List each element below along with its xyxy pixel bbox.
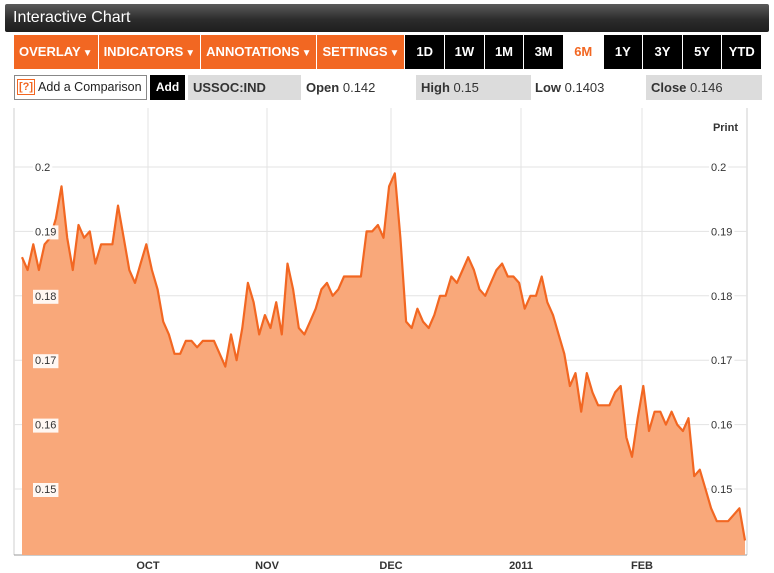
range-button-1d[interactable]: 1D xyxy=(405,35,446,69)
quote-bar: [?] Add a Comparison Add USSOC:IND Open 0… xyxy=(14,75,762,100)
open-value: 0.142 xyxy=(342,80,376,95)
x-tick-label: FEB xyxy=(631,560,653,572)
window-title: Interactive Chart xyxy=(5,4,769,32)
chevron-down-icon: ▼ xyxy=(185,48,196,59)
close-value: 0.146 xyxy=(690,80,723,95)
y-tick-label-bg xyxy=(709,225,735,240)
high-value: 0.15 xyxy=(453,80,479,95)
indicators-menu-button[interactable]: INDICATORS ▼ xyxy=(98,35,202,69)
y-tick-label-left: 0.15 xyxy=(35,484,56,496)
price-area xyxy=(22,173,745,555)
open-value-cell: Open 0.142 xyxy=(306,75,416,100)
comparison-input[interactable]: [?] Add a Comparison xyxy=(14,75,147,100)
high-label: High xyxy=(421,80,450,95)
y-tick-label-right: 0.17 xyxy=(711,355,732,367)
y-tick-label-right: 0.18 xyxy=(711,291,732,303)
open-label: Open xyxy=(306,80,340,95)
high-value-cell: High 0.15 xyxy=(416,75,531,100)
print-button[interactable]: Print xyxy=(713,122,738,134)
settings-menu-button[interactable]: SETTINGS ▼ xyxy=(317,35,406,69)
close-value-cell: Close 0.146 xyxy=(646,75,762,100)
overlay-menu-label: OVERLAY xyxy=(19,44,81,59)
x-tick-label: DEC xyxy=(379,560,402,572)
low-label: Low xyxy=(535,80,561,95)
y-tick-label-bg xyxy=(709,289,735,304)
y-tick-label-bg xyxy=(709,483,735,497)
price-chart[interactable]: 0.15 0.15 0.16 0.16 0.17 0.17 0.18 0.18 0.19 0.19… xyxy=(0,100,774,573)
range-button-1w[interactable]: 1W xyxy=(445,35,485,69)
low-value: 0.1403 xyxy=(564,80,605,95)
range-button-1y[interactable]: 1Y xyxy=(603,35,644,69)
y-tick-label-bg xyxy=(709,354,735,369)
y-tick-label-bg xyxy=(33,225,59,240)
y-tick-label-left: 0.17 xyxy=(35,355,56,367)
y-tick-label-right: 0.2 xyxy=(711,162,726,174)
close-label: Close xyxy=(651,80,687,95)
chevron-down-icon: ▼ xyxy=(389,48,400,59)
comparison-placeholder: Add a Comparison xyxy=(38,80,142,94)
chevron-down-icon: ▼ xyxy=(301,48,312,59)
y-tick-label-right: 0.16 xyxy=(711,420,732,432)
y-axis-ticks: 0.15 0.15 0.16 0.16 0.17 0.17 0.18 0.18 0.19 0.19… xyxy=(33,161,735,497)
overlay-menu-button[interactable]: OVERLAY ▼ xyxy=(14,35,99,69)
y-tick-label-left: 0.19 xyxy=(35,226,56,238)
x-tick-label: 2011 xyxy=(509,560,533,572)
symbol-label: USSOC:IND xyxy=(188,75,301,100)
y-tick-label-right: 0.19 xyxy=(711,226,732,238)
help-icon[interactable]: [?] xyxy=(17,79,36,95)
chart-area: 0.15 0.15 0.16 0.16 0.17 0.17 0.18 0.18 0.19 0.19… xyxy=(0,100,774,573)
range-button-5y[interactable]: 5Y xyxy=(682,35,723,69)
settings-menu-label: SETTINGS xyxy=(322,44,388,59)
low-value-cell: Low 0.1403 xyxy=(535,75,645,100)
y-tick-label-bg xyxy=(709,418,735,433)
y-tick-label-bg xyxy=(709,161,729,175)
x-axis-ticks: OCT NOV DEC 2011 FEB xyxy=(136,560,653,572)
x-tick-label: NOV xyxy=(255,560,280,572)
add-comparison-button[interactable]: Add xyxy=(150,75,185,100)
y-tick-label-right: 0.15 xyxy=(711,484,732,496)
range-button-ytd[interactable]: YTD xyxy=(722,35,763,69)
range-button-6m[interactable]: 6M xyxy=(563,35,604,69)
y-tick-label-bg xyxy=(33,289,59,304)
y-tick-label-bg xyxy=(33,483,59,497)
y-tick-label-bg xyxy=(33,354,59,369)
range-button-3y[interactable]: 3Y xyxy=(643,35,683,69)
indicators-menu-label: INDICATORS xyxy=(103,44,184,59)
x-tick-label: OCT xyxy=(136,560,160,572)
chevron-down-icon: ▼ xyxy=(82,48,93,59)
y-tick-label-left: 0.2 xyxy=(35,162,50,174)
annotations-menu-button[interactable]: ANNOTATIONS ▼ xyxy=(201,35,318,69)
y-tick-label-bg xyxy=(33,161,53,175)
range-button-3m[interactable]: 3M xyxy=(524,35,564,69)
toolbar: OVERLAY ▼ INDICATORS ▼ ANNOTATIONS ▼ SETTIN… xyxy=(14,35,763,69)
annotations-menu-label: ANNOTATIONS xyxy=(206,44,300,59)
y-tick-label-bg xyxy=(33,418,59,433)
y-tick-label-left: 0.16 xyxy=(35,420,56,432)
price-line xyxy=(20,172,747,541)
range-button-1m[interactable]: 1M xyxy=(484,35,525,69)
y-tick-label-left: 0.18 xyxy=(35,291,56,303)
